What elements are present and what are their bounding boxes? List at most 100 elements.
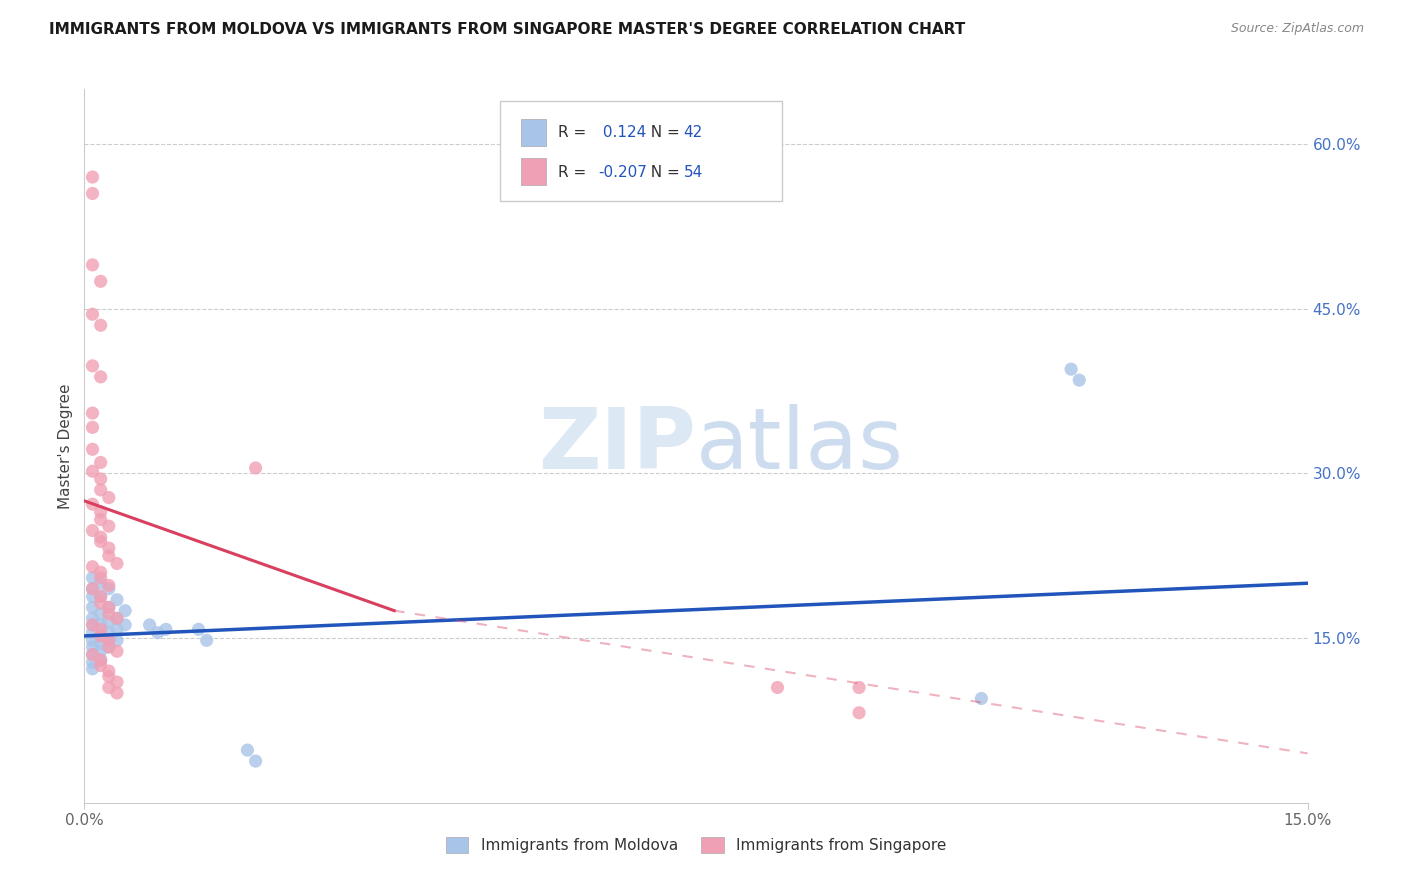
Point <box>97 669 120 683</box>
Y-axis label: Master's Degree: Master's Degree <box>58 384 73 508</box>
Point <box>97 633 120 648</box>
Point <box>82 640 104 654</box>
Point <box>90 530 112 544</box>
Text: Source: ZipAtlas.com: Source: ZipAtlas.com <box>1230 22 1364 36</box>
Point <box>155 623 177 637</box>
Point <box>90 512 112 526</box>
Point <box>90 658 112 673</box>
Point <box>97 582 120 596</box>
Text: 0.124: 0.124 <box>598 125 647 140</box>
Point <box>82 524 104 538</box>
Point <box>82 442 104 457</box>
Point <box>90 318 112 333</box>
Point <box>105 633 128 648</box>
Point <box>236 743 259 757</box>
Text: R =: R = <box>558 165 591 180</box>
Point <box>97 640 120 654</box>
Text: atlas: atlas <box>696 404 904 488</box>
Point <box>1060 362 1083 376</box>
Point <box>90 653 112 667</box>
Point <box>90 483 112 497</box>
Point <box>105 611 128 625</box>
Point <box>90 571 112 585</box>
Point <box>766 681 789 695</box>
Point <box>97 615 120 629</box>
Point <box>97 519 120 533</box>
Point <box>82 169 104 184</box>
Point <box>90 618 112 632</box>
Point <box>1069 373 1091 387</box>
Point <box>82 464 104 478</box>
Bar <box>522 158 546 185</box>
Bar <box>522 120 546 146</box>
Point <box>97 607 120 621</box>
Text: -0.207: -0.207 <box>598 165 647 180</box>
Point <box>90 455 112 469</box>
Point <box>245 754 267 768</box>
Point <box>105 675 128 690</box>
Point <box>97 541 120 555</box>
Point <box>105 623 128 637</box>
Point <box>97 600 120 615</box>
Point <box>97 600 120 615</box>
Point <box>970 691 993 706</box>
Point <box>90 590 112 604</box>
Point <box>90 566 112 580</box>
Point <box>82 648 104 662</box>
Text: N =: N = <box>641 125 685 140</box>
Point <box>90 596 112 610</box>
Point <box>82 655 104 669</box>
Legend: Immigrants from Moldova, Immigrants from Singapore: Immigrants from Moldova, Immigrants from… <box>440 831 952 859</box>
Point <box>146 625 169 640</box>
Point <box>105 557 128 571</box>
Text: 54: 54 <box>683 165 703 180</box>
Point <box>97 625 120 640</box>
Point <box>82 590 104 604</box>
Point <box>82 497 104 511</box>
Point <box>97 491 120 505</box>
Point <box>82 559 104 574</box>
Text: N =: N = <box>641 165 685 180</box>
Point <box>90 644 112 658</box>
Point <box>90 653 112 667</box>
Point <box>90 274 112 288</box>
Point <box>105 686 128 700</box>
Point <box>90 576 112 591</box>
Point <box>90 607 112 621</box>
Point <box>82 420 104 434</box>
Point <box>90 534 112 549</box>
Point <box>138 618 160 632</box>
Point <box>97 633 120 648</box>
Point <box>90 472 112 486</box>
Point <box>97 578 120 592</box>
Point <box>90 369 112 384</box>
Point <box>90 623 112 637</box>
Point <box>82 406 104 420</box>
Point <box>114 604 136 618</box>
Text: 42: 42 <box>683 125 703 140</box>
Point <box>195 633 218 648</box>
Point <box>82 582 104 596</box>
Point <box>82 611 104 625</box>
Point <box>82 648 104 662</box>
Point <box>82 258 104 272</box>
Point <box>82 600 104 615</box>
Point <box>82 618 104 632</box>
Text: ZIP: ZIP <box>538 404 696 488</box>
Point <box>97 681 120 695</box>
FancyBboxPatch shape <box>501 102 782 202</box>
Point <box>90 590 112 604</box>
Text: IMMIGRANTS FROM MOLDOVA VS IMMIGRANTS FROM SINGAPORE MASTER'S DEGREE CORRELATION: IMMIGRANTS FROM MOLDOVA VS IMMIGRANTS FR… <box>49 22 966 37</box>
Point <box>245 461 267 475</box>
Text: R =: R = <box>558 125 591 140</box>
Point <box>82 359 104 373</box>
Point <box>97 549 120 563</box>
Point <box>82 625 104 640</box>
Point <box>82 307 104 321</box>
Point <box>90 629 112 643</box>
Point <box>105 592 128 607</box>
Point <box>82 618 104 632</box>
Point <box>82 633 104 648</box>
Point <box>848 706 870 720</box>
Point <box>82 571 104 585</box>
